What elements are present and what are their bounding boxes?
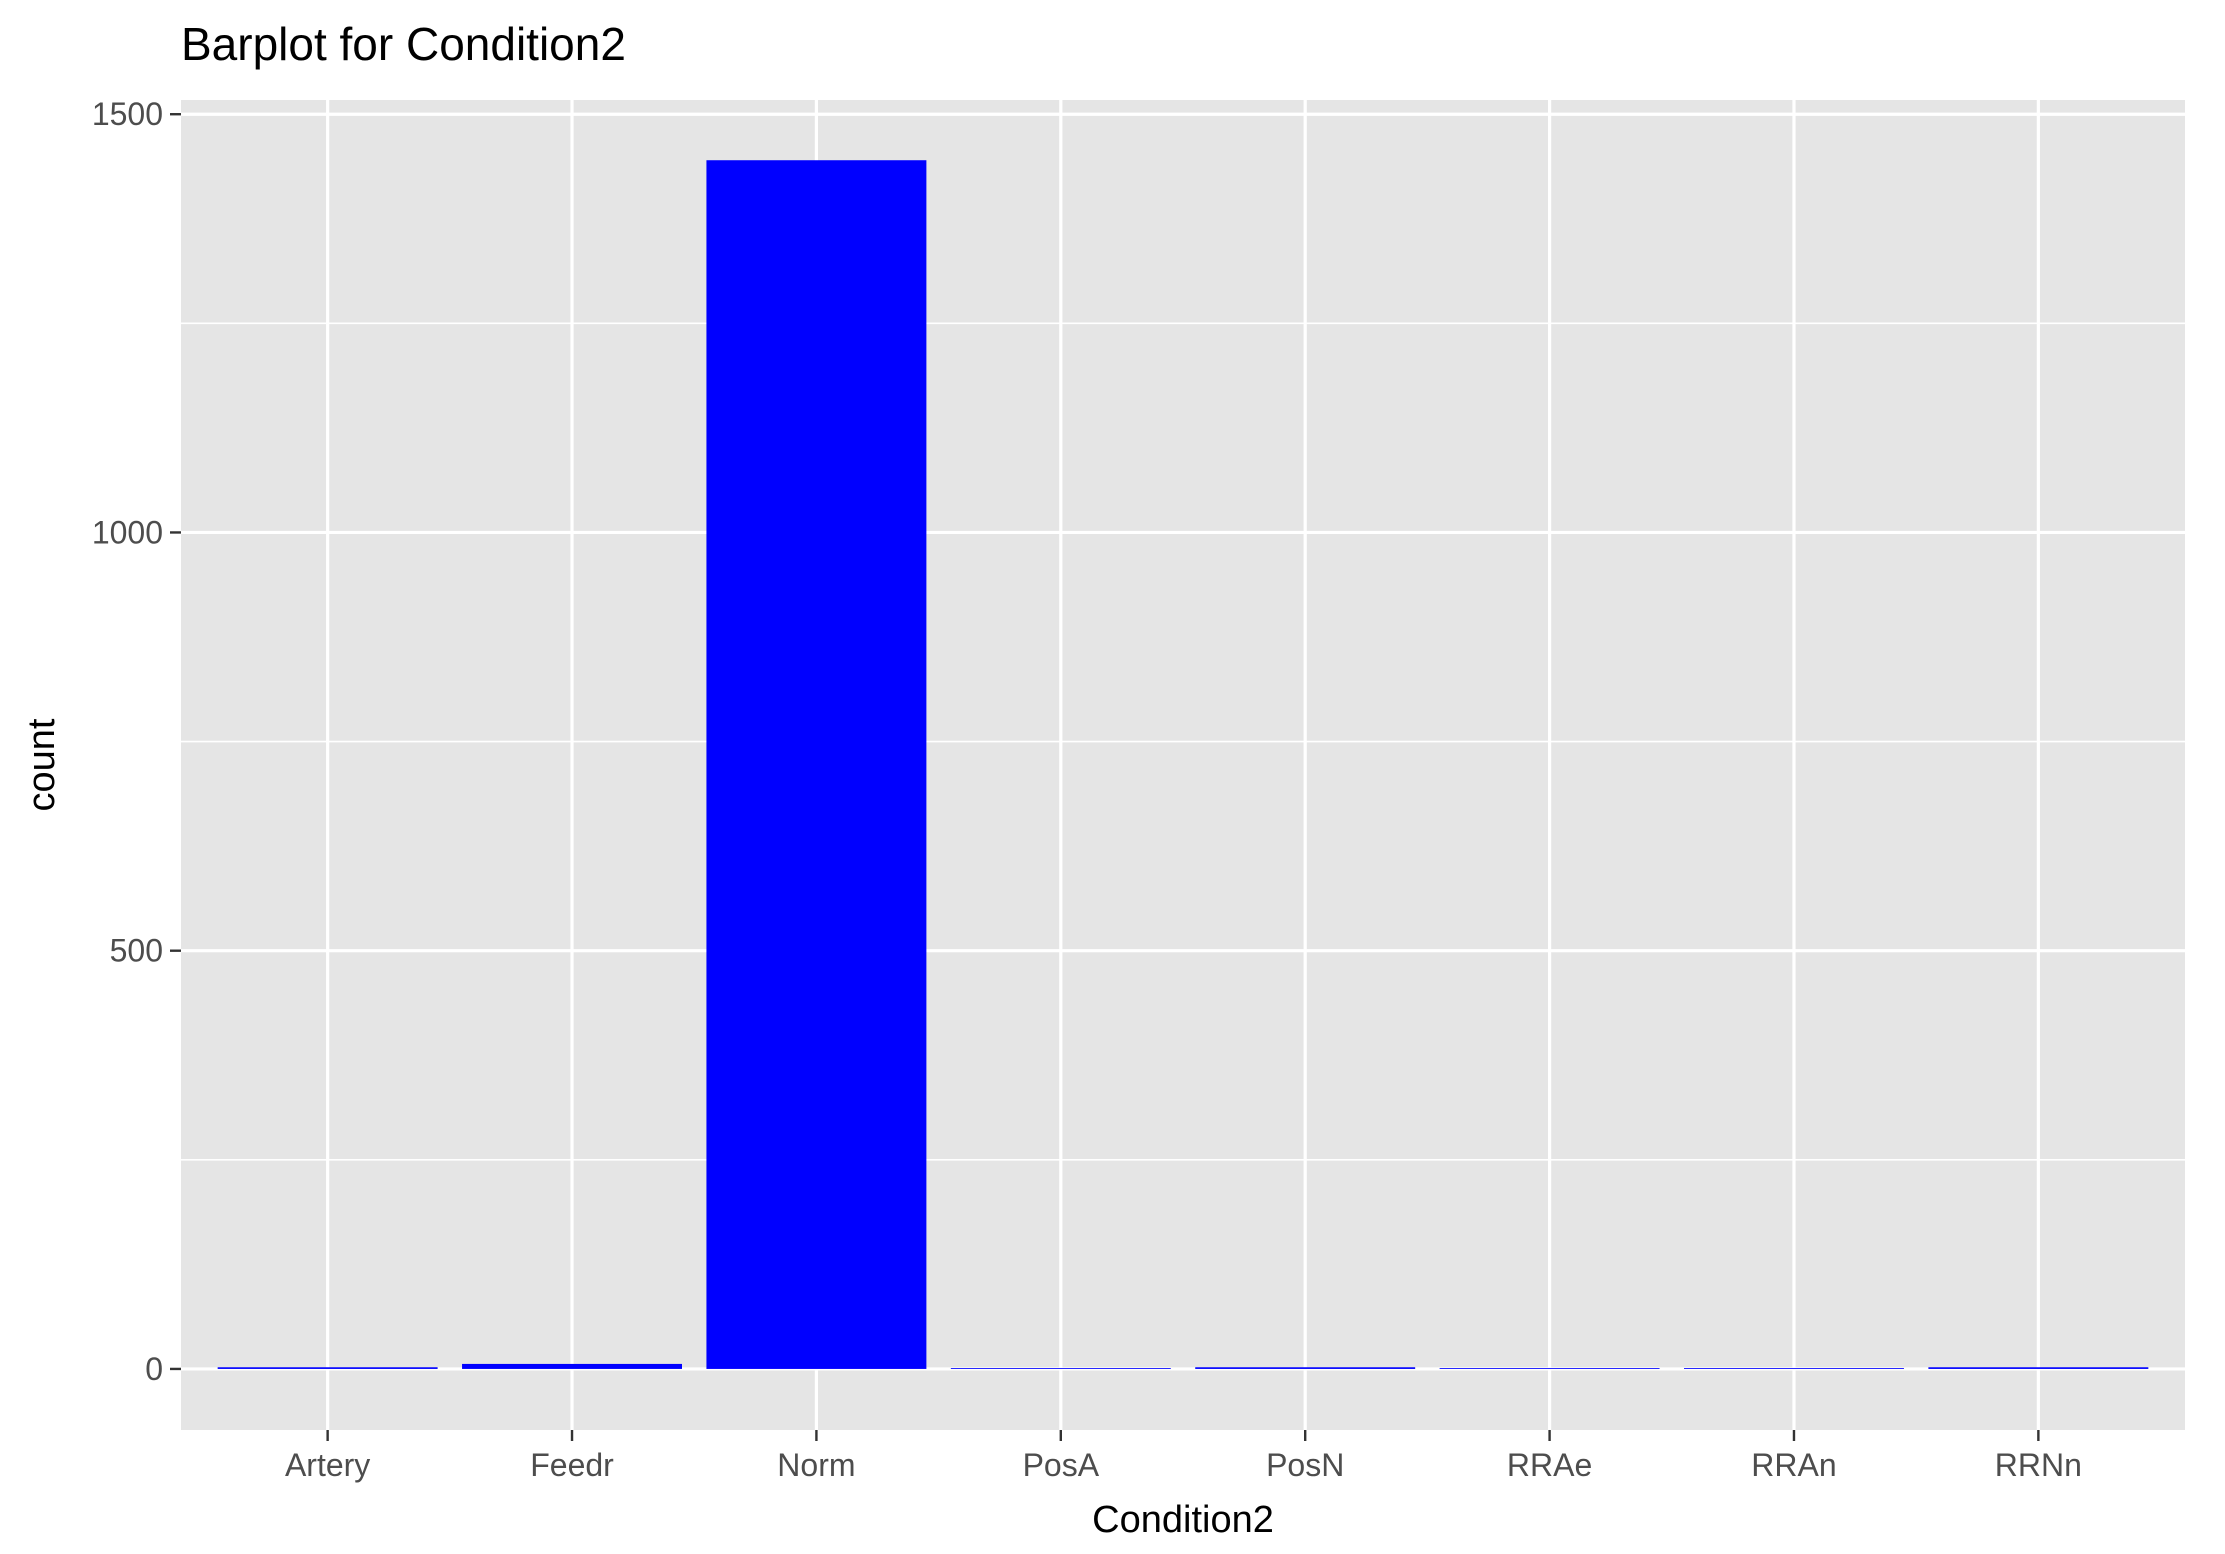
y-tick-label: 1500	[92, 96, 163, 132]
bar-rrae	[1439, 1368, 1660, 1369]
x-tick-label: RRAe	[1507, 1447, 1592, 1483]
x-tick-label: Feedr	[530, 1447, 614, 1483]
x-tick-label: Artery	[285, 1447, 370, 1483]
bar-series	[217, 160, 2149, 1369]
bar-artery	[217, 1367, 438, 1369]
x-tick-label: RRNn	[1995, 1447, 2082, 1483]
bar-rran	[1684, 1368, 1904, 1369]
y-tick-label: 500	[110, 933, 163, 969]
bar-feedr	[462, 1363, 682, 1369]
grid-minor-lines	[181, 322, 2185, 1161]
bar-posn	[1195, 1367, 1416, 1369]
bar-posa	[950, 1368, 1171, 1369]
chart-title: Barplot for Condition2	[181, 18, 626, 70]
y-axis-title: count	[21, 718, 63, 811]
x-tick-label: PosA	[1023, 1447, 1100, 1483]
bar-rrnn	[1928, 1367, 2149, 1369]
y-tick-label: 1000	[92, 514, 163, 550]
x-tick-label: PosN	[1266, 1447, 1344, 1483]
y-tick-label: 0	[145, 1351, 163, 1387]
x-axis-title: Condition2	[1092, 1499, 1274, 1541]
grid-major-lines	[181, 100, 2185, 1430]
plot-panel	[181, 100, 2185, 1430]
y-axis: 0 500 1000 1500	[92, 96, 181, 1387]
bar-norm	[706, 160, 927, 1369]
x-tick-label: Norm	[777, 1447, 855, 1483]
x-axis: Artery Feedr Norm PosA PosN RRAe RRAn RRNn	[285, 1430, 2082, 1483]
x-tick-label: RRAn	[1751, 1447, 1836, 1483]
